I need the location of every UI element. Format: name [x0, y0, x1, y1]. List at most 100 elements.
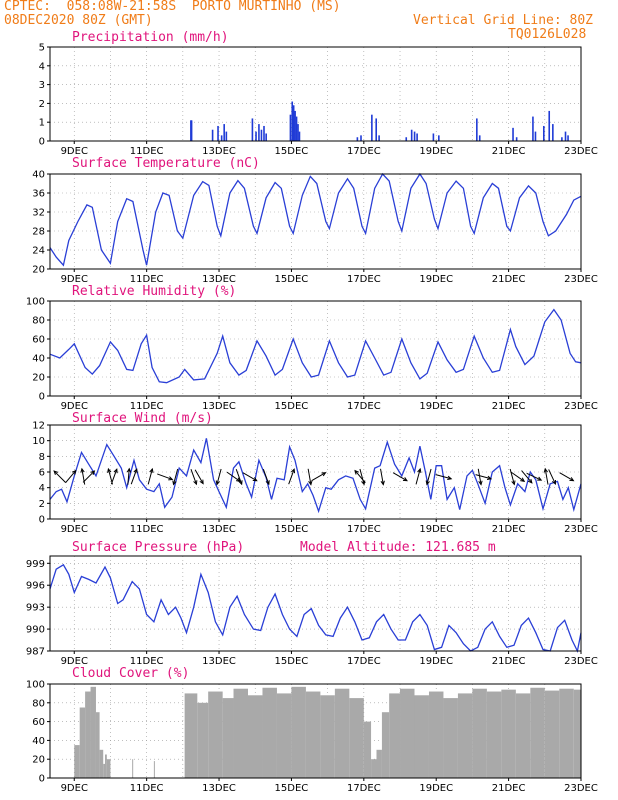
x-tick-label: 15DEC	[275, 401, 309, 412]
x-tick-label: 23DEC	[564, 146, 598, 157]
precip-bar	[265, 133, 267, 141]
x-tick-label: 21DEC	[492, 274, 526, 285]
y-tick-label: 10	[32, 436, 45, 447]
precip-bar	[512, 127, 514, 141]
x-tick-label: 23DEC	[564, 401, 598, 412]
cloud-cover-bar	[472, 688, 487, 778]
x-tick-label: 9DEC	[61, 783, 88, 794]
precip-bar	[561, 137, 563, 141]
cloud-cover-bar	[414, 695, 429, 778]
cloud-cover-bar	[85, 691, 91, 778]
precip-bar	[225, 131, 228, 141]
cloud-cover-bar	[233, 688, 248, 778]
wind-arrow-head	[543, 467, 548, 473]
x-tick-label: 15DEC	[275, 274, 309, 285]
cloud-cover-bar	[105, 754, 107, 778]
panel-6	[47, 683, 582, 781]
cloud-cover-bar	[247, 695, 263, 778]
wind-arrow	[262, 469, 270, 485]
x-tick-label: 21DEC	[492, 146, 526, 157]
panel-frame	[49, 683, 582, 779]
x-tick-label: 13DEC	[202, 524, 236, 535]
precip-bar	[413, 131, 416, 141]
precip-bar	[375, 118, 378, 141]
x-tick-label: 11DEC	[130, 401, 164, 412]
y-tick-label: 999	[26, 559, 45, 570]
x-tick-label: 21DEC	[492, 524, 526, 535]
precip-bar	[542, 125, 545, 141]
x-tick-label: 9DEC	[61, 274, 88, 285]
cloud-cover-bar	[276, 693, 292, 778]
y-tick-label: 990	[26, 625, 45, 636]
precip-bar	[258, 124, 260, 141]
wind-arrow-head	[569, 477, 575, 482]
y-tick-label: 6	[39, 468, 45, 479]
wind-arrow	[130, 469, 138, 485]
precip-bar	[567, 135, 569, 141]
y-tick-label: 32	[32, 208, 45, 219]
x-tick-label: 17DEC	[347, 524, 381, 535]
y-tick-label: 993	[26, 603, 45, 614]
wind-arrow-head	[193, 480, 198, 486]
wind-arrow	[392, 472, 408, 482]
wind-arrow-head	[520, 477, 526, 482]
y-tick-label: 0	[39, 392, 45, 403]
wind-arrow	[475, 474, 492, 480]
wind-arrow	[82, 470, 95, 483]
x-tick-label: 15DEC	[275, 783, 309, 794]
cloud-cover-bar	[457, 693, 473, 778]
y-tick-label: 2	[39, 499, 45, 510]
wind-arrow	[477, 468, 482, 485]
series-line	[49, 308, 582, 384]
wind-arrow	[380, 468, 384, 485]
panel-title: Cloud Cover (%)	[72, 666, 189, 681]
precip-bar	[295, 116, 298, 141]
wind-arrow	[147, 468, 153, 485]
cloud-cover-bar	[262, 687, 277, 778]
y-tick-label: 40	[32, 736, 45, 747]
wind-arrow	[354, 470, 366, 484]
x-tick-label: 19DEC	[419, 146, 453, 157]
header-code: TQ0126L028	[508, 27, 587, 42]
wind-arrow-head	[238, 480, 243, 486]
precip-bar	[263, 125, 265, 141]
y-tick-label: 100	[26, 680, 45, 691]
panel-title: Surface Wind (m/s)	[72, 411, 213, 426]
x-tick-label: 15DEC	[275, 656, 309, 667]
x-tick-label: 23DEC	[564, 656, 598, 667]
panel-1	[47, 46, 582, 144]
precip-bar	[378, 135, 380, 141]
cloud-cover-bar	[197, 702, 209, 778]
y-tick-label: 12	[32, 421, 45, 432]
x-tick-label: 23DEC	[564, 783, 598, 794]
x-tick-label: 15DEC	[275, 146, 309, 157]
panel-4	[47, 424, 582, 522]
cloud-cover-bar	[106, 759, 111, 778]
wind-arrow	[509, 468, 515, 485]
wind-arrow	[526, 472, 542, 481]
wind-arrow	[81, 468, 86, 485]
wind-arrow-head	[308, 480, 313, 486]
y-tick-label: 0	[39, 515, 45, 526]
precip-bar	[190, 120, 193, 141]
wind-arrow-head	[113, 468, 118, 474]
panel-frame	[49, 173, 582, 270]
x-tick-label: 19DEC	[419, 783, 453, 794]
panel-2	[47, 172, 582, 272]
x-tick-label: 11DEC	[130, 274, 164, 285]
x-tick-label: 11DEC	[130, 656, 164, 667]
wind-arrow-head	[447, 475, 453, 481]
wind-arrow-head	[486, 475, 493, 481]
x-tick-label: 23DEC	[564, 274, 598, 285]
x-tick-label: 17DEC	[347, 656, 381, 667]
x-tick-label: 13DEC	[202, 401, 236, 412]
wind-arrow-head	[172, 480, 177, 486]
series-line	[49, 172, 582, 267]
precip-bar	[356, 137, 359, 141]
cloud-cover-bar	[573, 689, 581, 778]
wind-arrow-head	[71, 469, 77, 475]
panel-title: Surface Pressure (hPa)	[72, 540, 244, 555]
precip-bar	[515, 137, 518, 141]
x-tick-label: 17DEC	[347, 274, 381, 285]
